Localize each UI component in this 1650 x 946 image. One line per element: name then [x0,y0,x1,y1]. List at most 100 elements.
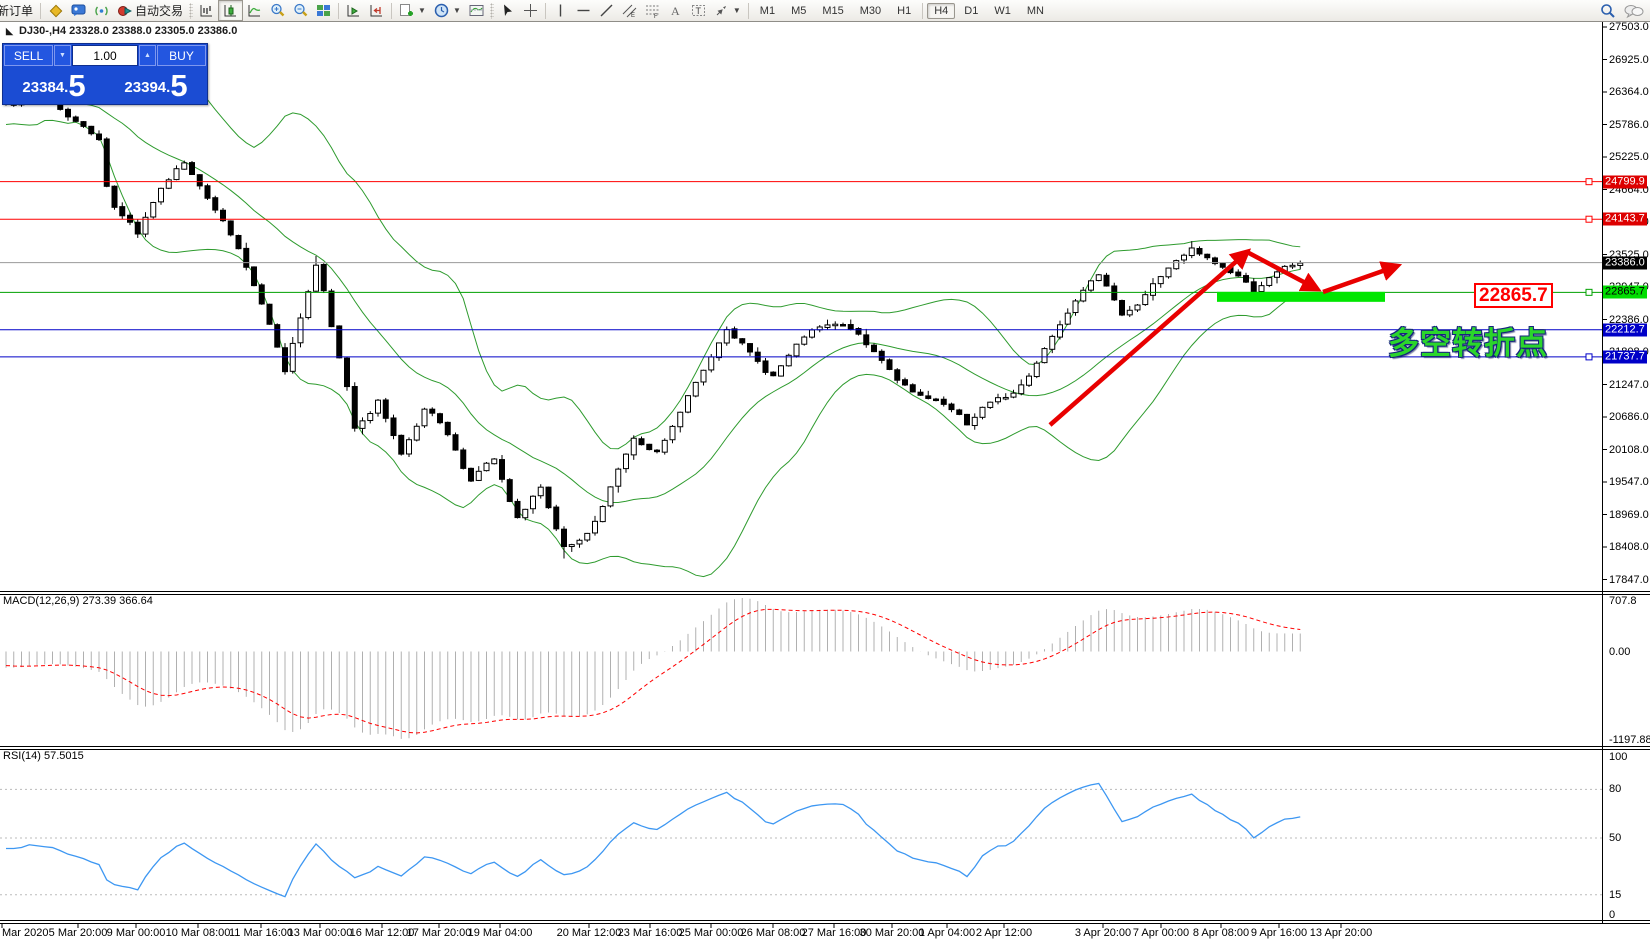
tile-windows-button[interactable] [312,1,335,20]
signals-button[interactable] [90,1,113,20]
timeframe-button-h1[interactable]: H1 [897,4,912,17]
time-axis-label: 3 Apr 20:00 [1074,927,1132,939]
line-chart-icon [248,5,261,17]
text-icon: A [671,4,680,18]
timeframe-button-m30[interactable]: M30 [859,4,882,17]
crosshair-icon [523,4,537,17]
macd-indicator-label: MACD(12,26,9) 273.39 366.64 [3,595,153,607]
time-axis-label: 13 Apr 20:00 [1309,927,1373,939]
templates-button[interactable] [465,1,488,20]
crosshair-tool-button[interactable] [519,1,542,20]
horizontal-line-tool-button[interactable] [572,1,595,20]
price-level-label: 24799.9 [1603,175,1647,189]
template-icon [469,5,484,16]
clock-icon [434,3,449,18]
timeframe-button-h4[interactable]: H4 [927,2,956,19]
time-axis-label: 1 Apr 04:00 [918,927,976,939]
price-axis-tick: 17847.0 [1609,573,1649,586]
rsi-axis-tick: 100 [1609,751,1628,763]
timeframe-button-m5[interactable]: M5 [791,4,807,17]
text-label-icon: T [691,5,705,16]
autotrading-label: 自动交易 [135,4,184,18]
gold-diamond-icon [49,4,63,18]
price-level-label: 21737.7 [1603,350,1647,364]
buy-price-display[interactable]: 23394. 5 [106,67,206,103]
volume-decrease-button[interactable]: ▼ [54,45,71,66]
cursor-icon [503,4,512,16]
price-axis-tick: 27503.0 [1609,21,1649,33]
dropdown-caret-icon: ▼ [732,6,741,15]
new-order-label: 新订单 [0,4,34,18]
chat-bubbles-icon[interactable] [1624,3,1644,19]
trendline-tool-button[interactable] [595,1,618,20]
price-axis-tick: 26364.0 [1609,86,1649,98]
volume-increase-button[interactable]: ▲ [139,45,156,66]
text-tool-button[interactable]: A [664,1,687,20]
tile-windows-icon [317,5,331,16]
vertical-line-tool-button[interactable] [549,1,572,20]
chart-symbol-period: DJ30-,H4 [18,25,67,37]
time-axis-label: 10 Mar 08:00 [165,927,231,939]
svg-text:T: T [695,6,701,16]
market-watch-button[interactable] [44,1,67,20]
buy-button[interactable]: BUY [157,45,206,66]
time-axis-label: 2 Apr 12:00 [975,927,1033,939]
time-axis-label: 25 Mar 00:00 [678,927,744,939]
autotrading-button[interactable]: 自动交易 [113,1,187,20]
timeframe-button-m15[interactable]: M15 [822,4,844,17]
channel-tool-button[interactable]: E [618,1,641,20]
toolbar-separator [40,2,42,19]
time-axis-label: 19 Mar 04:00 [467,927,533,939]
time-axis-label: 27 Mar 16:00 [801,927,867,939]
text-label-tool-button[interactable]: T [687,1,710,20]
time-axis-label: 30 Mar 20:00 [859,927,925,939]
support-price-callout[interactable]: 22865.7 [1474,283,1553,308]
toolbar-grip [189,2,194,19]
bar-chart-mode-button[interactable] [195,1,218,20]
sell-price-display[interactable]: 23384. 5 [4,67,104,103]
svg-text:E: E [631,13,635,18]
symbol-marker-icon: ◣ [6,26,13,36]
timeframe-button-w1[interactable]: W1 [994,4,1011,17]
time-axis-label: 20 Mar 12:00 [556,927,622,939]
timeframe-button-d1[interactable]: D1 [964,4,979,17]
arrows-tool-button[interactable]: ▼ [710,1,745,20]
time-axis-label: 17 Mar 20:00 [406,927,472,939]
zoom-in-button[interactable] [266,1,289,20]
cursor-tool-button[interactable] [496,1,519,20]
chart-shift-button[interactable] [365,1,388,20]
zoom-out-button[interactable] [289,1,312,20]
candlestick-mode-button[interactable] [218,0,244,21]
price-level-label: 23386.0 [1603,256,1647,270]
symbol-search-icon[interactable] [1600,3,1616,19]
periods-button[interactable]: ▼ [430,1,465,20]
main-toolbar: 新订单 自动交易 [0,0,1650,22]
vertical-line-icon [559,4,562,17]
time-axis-label: 5 Mar 20:00 [48,927,108,939]
svg-text:A: A [671,4,680,18]
fibonacci-tool-button[interactable]: F [641,1,664,20]
buy-price-main: 23394. [124,79,171,96]
arrow-shapes-icon [716,6,726,16]
community-button[interactable] [67,1,90,20]
indicators-button[interactable]: ▼ [395,1,430,20]
sell-button[interactable]: SELL [4,45,53,66]
autotrading-icon [118,6,133,16]
toolbar-grip [489,2,494,19]
trendline-icon [600,4,613,17]
new-order-button[interactable]: 新订单 [0,1,37,20]
sell-price-main: 23384. [22,79,69,96]
timeframe-button-mn[interactable]: MN [1026,4,1044,17]
volume-input[interactable] [72,45,138,66]
auto-scroll-button[interactable] [342,1,365,20]
line-chart-mode-button[interactable] [243,1,266,20]
time-axis-label: 9 Mar 00:00 [106,927,166,939]
rsi-axis-tick: 0 [1609,909,1616,921]
price-level-label: 22212.7 [1603,323,1647,337]
time-axis-label: 13 Mar 00:00 [287,927,353,939]
price-axis-tick: 26925.0 [1609,53,1649,66]
dropdown-caret-icon: ▼ [452,6,461,15]
dropdown-caret-icon: ▼ [418,6,426,15]
timeframe-button-m1[interactable]: M1 [759,4,776,17]
